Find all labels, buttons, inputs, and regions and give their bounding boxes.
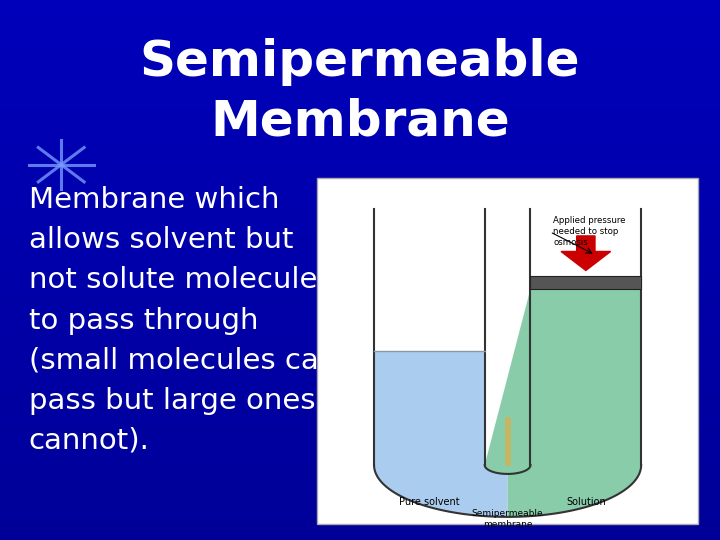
Bar	[0, 156, 720, 162]
Bar	[0, 122, 720, 128]
Bar	[0, 40, 720, 47]
Bar	[0, 526, 720, 534]
Bar	[0, 291, 720, 297]
Bar	[0, 310, 720, 317]
Bar	[0, 513, 720, 519]
Bar	[0, 249, 720, 256]
Bar	[0, 47, 720, 54]
Bar	[0, 68, 720, 74]
Bar	[0, 14, 720, 20]
Bar	[0, 94, 720, 102]
Text: Solution: Solution	[566, 496, 606, 507]
Bar	[0, 216, 720, 222]
Bar	[0, 6, 720, 14]
Bar	[0, 486, 720, 492]
Bar	[0, 446, 720, 453]
Bar	[0, 60, 720, 68]
Bar	[0, 534, 720, 540]
Bar	[0, 284, 720, 291]
Bar	[0, 297, 720, 303]
Bar	[0, 195, 720, 202]
Bar	[0, 418, 720, 426]
Bar	[0, 392, 720, 399]
Bar	[0, 230, 720, 237]
Bar	[0, 108, 720, 115]
Bar	[0, 405, 720, 411]
Bar	[0, 135, 720, 141]
Bar	[0, 74, 720, 81]
Bar	[0, 263, 720, 270]
Bar	[0, 176, 720, 183]
Bar	[0, 330, 720, 338]
Bar	[0, 27, 720, 33]
Bar	[0, 519, 720, 526]
Bar	[0, 0, 720, 6]
Text: Pure solvent: Pure solvent	[399, 496, 459, 507]
Text: Semipermeable
membrane: Semipermeable membrane	[472, 509, 544, 529]
Bar	[0, 507, 720, 513]
Bar	[0, 148, 720, 156]
Bar	[0, 459, 720, 465]
Bar	[0, 276, 720, 284]
Bar	[0, 351, 720, 357]
Polygon shape	[485, 289, 642, 517]
FancyArrow shape	[561, 236, 611, 271]
Bar	[0, 345, 720, 351]
Bar	[0, 33, 720, 40]
Bar	[0, 317, 720, 324]
Bar	[0, 54, 720, 60]
Polygon shape	[374, 351, 531, 517]
Bar	[0, 338, 720, 345]
Bar	[0, 480, 720, 486]
Bar	[0, 256, 720, 263]
Bar	[0, 303, 720, 310]
Bar	[0, 102, 720, 108]
Bar	[0, 364, 720, 372]
Bar	[0, 162, 720, 168]
Bar	[0, 81, 720, 87]
Bar	[0, 270, 720, 276]
Bar	[0, 183, 720, 189]
Bar	[0, 87, 720, 94]
Bar	[0, 492, 720, 500]
Bar	[0, 243, 720, 249]
Bar	[0, 438, 720, 445]
Bar	[0, 141, 720, 149]
Bar	[0, 399, 720, 405]
Bar	[0, 202, 720, 209]
Bar	[0, 168, 720, 176]
Bar	[0, 324, 720, 330]
Bar	[0, 411, 720, 418]
Bar	[0, 115, 720, 122]
Text: Semipermeable: Semipermeable	[140, 38, 580, 86]
Text: Membrane: Membrane	[210, 98, 510, 145]
Bar	[531, 275, 642, 289]
Bar	[0, 472, 720, 480]
Bar	[0, 426, 720, 432]
Bar	[0, 189, 720, 195]
Text: Membrane which
allows solvent but
not solute molecules
to pass through
(small mo: Membrane which allows solvent but not so…	[29, 186, 337, 455]
Bar	[0, 128, 720, 135]
Bar	[0, 357, 720, 364]
Bar	[317, 178, 698, 524]
Bar	[0, 372, 720, 378]
Bar	[0, 432, 720, 438]
Bar	[0, 209, 720, 216]
Bar	[0, 500, 720, 507]
Bar	[0, 378, 720, 384]
Bar	[0, 465, 720, 472]
Bar	[0, 20, 720, 27]
Bar	[0, 237, 720, 243]
Bar	[0, 222, 720, 230]
Text: Applied pressure
needed to stop
osmosis: Applied pressure needed to stop osmosis	[554, 216, 626, 247]
Bar	[0, 453, 720, 459]
Bar	[0, 384, 720, 391]
